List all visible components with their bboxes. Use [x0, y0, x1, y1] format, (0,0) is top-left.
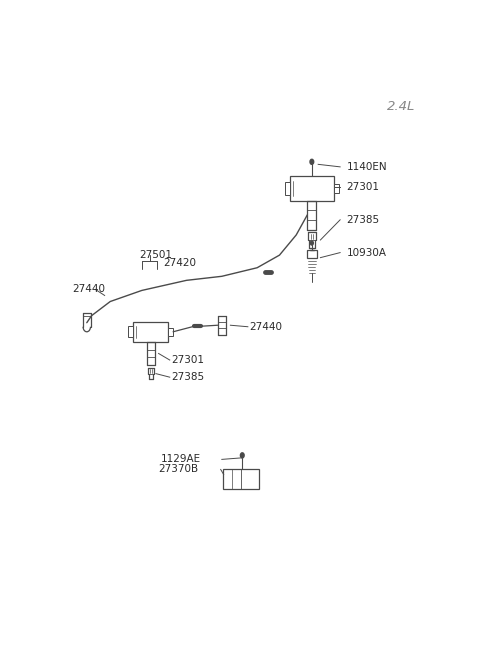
Text: 27301: 27301	[172, 355, 204, 365]
Bar	[128, 326, 132, 337]
Text: 1140EN: 1140EN	[347, 162, 387, 172]
Bar	[168, 328, 173, 336]
Bar	[290, 176, 334, 200]
Circle shape	[240, 453, 244, 458]
Text: 27385: 27385	[172, 372, 205, 382]
Circle shape	[311, 241, 313, 245]
Text: 27501: 27501	[139, 250, 172, 260]
Text: 27440: 27440	[250, 322, 283, 331]
Text: 2.4L: 2.4L	[387, 100, 416, 113]
Text: 27385: 27385	[347, 215, 380, 225]
Text: 1129AE: 1129AE	[161, 455, 202, 464]
Text: 27301: 27301	[347, 182, 379, 192]
Text: 10930A: 10930A	[347, 248, 386, 257]
Text: 27420: 27420	[163, 258, 196, 268]
Bar	[132, 322, 168, 342]
Circle shape	[310, 159, 314, 164]
Bar	[223, 469, 259, 489]
Text: 27440: 27440	[72, 284, 105, 294]
Bar	[334, 183, 339, 193]
Bar	[286, 182, 290, 195]
Bar	[307, 250, 317, 258]
Text: 27370B: 27370B	[158, 464, 198, 474]
